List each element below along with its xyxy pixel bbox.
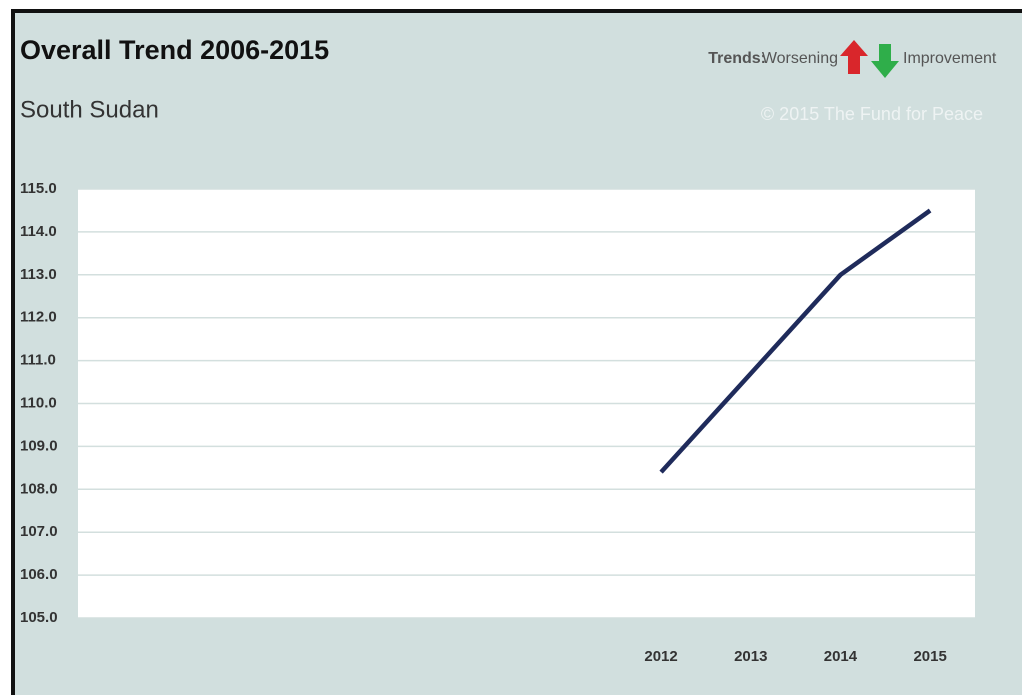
y-tick-label: 110.0 [20, 394, 57, 411]
y-tick-label: 109.0 [20, 437, 58, 454]
improvement-arrow [871, 44, 899, 78]
legend-worsening: Worsening [762, 50, 838, 67]
legend-improvement: Improvement [903, 50, 997, 67]
chart-title: Overall Trend 2006-2015 [20, 35, 329, 65]
y-tick-label: 106.0 [20, 566, 58, 583]
frame [11, 9, 1022, 695]
y-tick-label: 108.0 [20, 480, 58, 497]
x-tick-label: 2015 [913, 648, 946, 665]
y-tick-label: 112.0 [20, 309, 57, 326]
y-tick-label: 111.0 [20, 352, 56, 369]
y-tick-label: 115.0 [20, 180, 57, 197]
copyright: © 2015 The Fund for Peace [761, 104, 983, 124]
y-tick-label: 107.0 [20, 523, 58, 540]
legend-title: Trends: [708, 50, 766, 67]
line [659, 208, 932, 474]
y-tick-label: 105.0 [20, 609, 58, 626]
chart-subtitle: South Sudan [20, 96, 159, 123]
x-tick-label: 2014 [824, 648, 858, 665]
y-tick-label: 114.0 [20, 223, 57, 240]
worsening-arrow [840, 40, 868, 74]
y-tick-label: 113.0 [20, 266, 57, 283]
x-tick-label: 2012 [644, 648, 677, 665]
x-tick-label: 2013 [734, 648, 767, 665]
